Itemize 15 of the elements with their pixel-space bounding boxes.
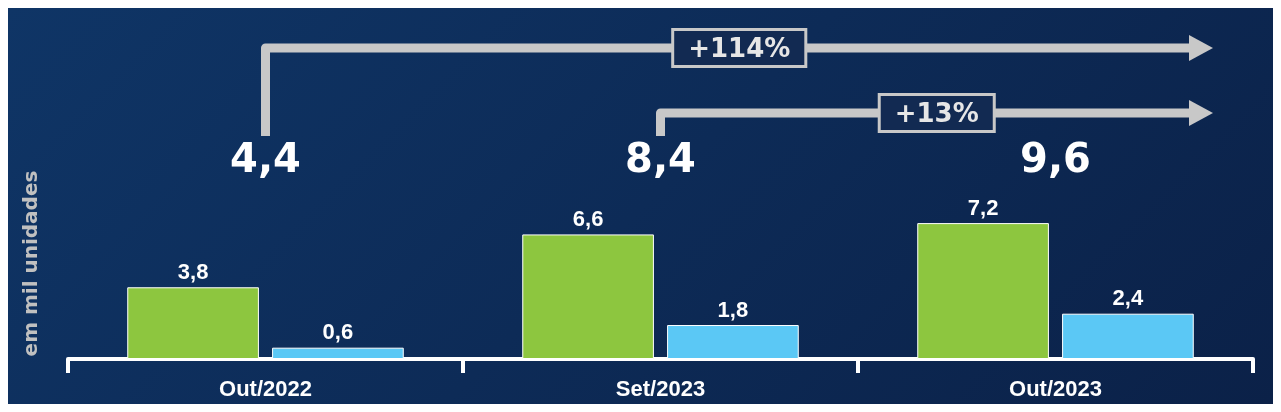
text: +114% <box>688 33 791 63</box>
data-label: 3,8 <box>177 258 209 284</box>
text: +13% <box>894 98 979 128</box>
x-tick-label: Out/2023 <box>1009 375 1102 401</box>
total-label: 9,6 <box>1020 135 1091 181</box>
data-label: 1,8 <box>717 296 749 322</box>
total-label: 8,4 <box>625 135 696 181</box>
x-tick-label: Out/2022 <box>219 375 312 401</box>
x-tick-label: Set/2023 <box>615 375 706 401</box>
data-label: 7,2 <box>967 194 999 220</box>
data-label: 0,6 <box>322 319 354 345</box>
y-axis-title: em mil unidades <box>18 170 42 357</box>
data-label: 6,6 <box>572 205 604 231</box>
data-label: 2,4 <box>1112 285 1144 311</box>
total-label: 4,4 <box>230 135 301 181</box>
